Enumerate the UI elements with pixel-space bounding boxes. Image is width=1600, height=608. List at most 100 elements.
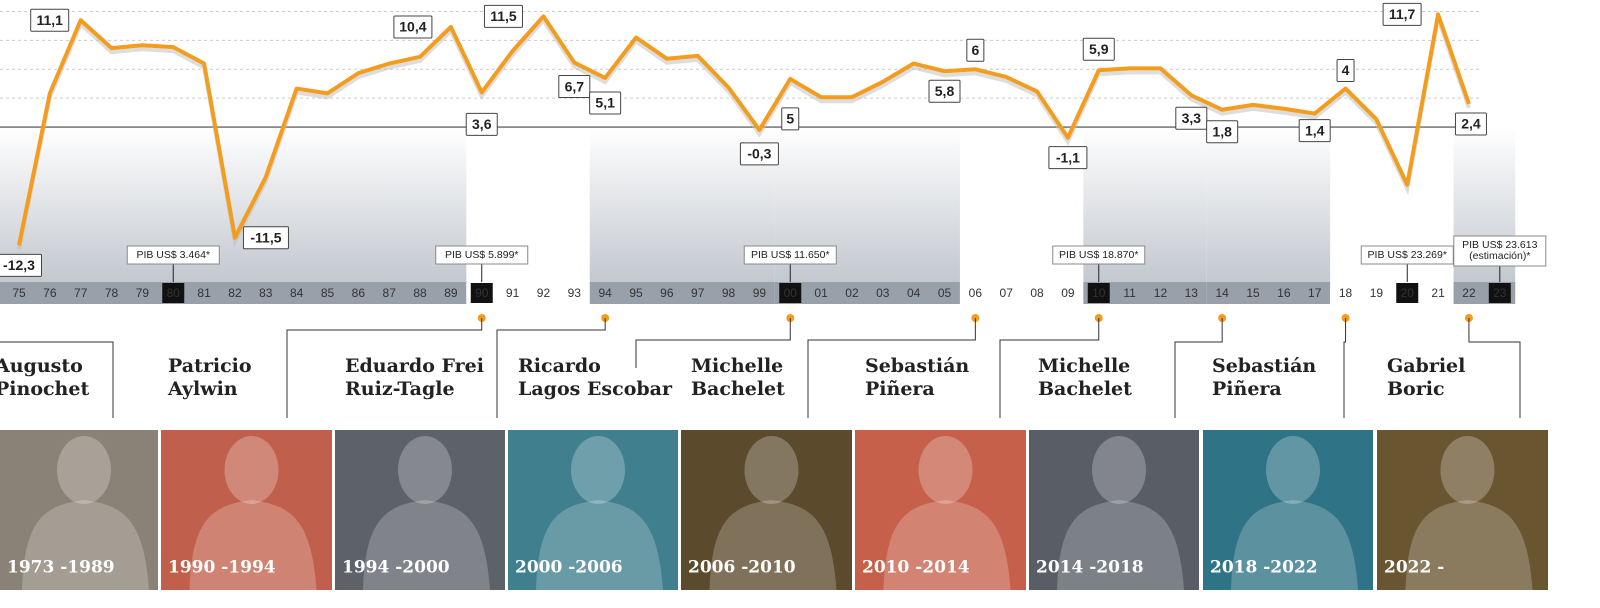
value-label: -11,5 xyxy=(250,229,281,245)
president-name: Patricio xyxy=(168,355,252,377)
photo-silhouette xyxy=(1057,500,1184,590)
x-tick-label: 80 xyxy=(167,286,181,300)
value-label-box xyxy=(1336,59,1355,83)
photo xyxy=(681,430,852,590)
president-name: Boric xyxy=(1387,378,1445,400)
photo xyxy=(1029,430,1199,590)
x-tick-label: 17 xyxy=(1308,286,1322,300)
axis-strip xyxy=(1206,282,1331,304)
x-tick-label: 00 xyxy=(784,286,798,300)
x-tick-label: 78 xyxy=(105,286,119,300)
president-term: 2000 -2006 xyxy=(515,558,623,578)
photo-head xyxy=(57,436,111,504)
year-highlight xyxy=(162,283,185,303)
connector xyxy=(1174,318,1223,418)
value-label: 1,8 xyxy=(1212,123,1232,139)
photo-silhouette xyxy=(363,500,490,590)
term-shade xyxy=(1206,127,1331,282)
x-tick-label: 92 xyxy=(537,286,551,300)
president-name: Lagos Escobar xyxy=(518,378,673,400)
photo-silhouette xyxy=(189,500,317,590)
annotation-text: PIB US$ 18.870* xyxy=(1059,249,1138,261)
x-tick-label: 14 xyxy=(1215,286,1229,300)
x-tick-label: 02 xyxy=(845,286,859,300)
connector xyxy=(0,341,114,418)
axis-strip xyxy=(589,282,775,304)
photo-silhouette xyxy=(22,500,149,590)
annotation-box xyxy=(1360,245,1454,265)
president-term: 2010 -2014 xyxy=(862,558,970,578)
value-label-box xyxy=(739,142,779,166)
x-tick-label: 04 xyxy=(907,286,921,300)
value-label: 6,7 xyxy=(565,78,585,94)
annotation-text: PIB US$ 23.269* xyxy=(1368,249,1447,261)
x-tick-label: 01 xyxy=(814,286,828,300)
connector xyxy=(496,318,606,418)
value-label-box xyxy=(393,15,433,39)
value-label-box xyxy=(1048,146,1088,170)
connector xyxy=(1343,318,1347,418)
photo xyxy=(855,430,1026,590)
x-tick-label: 11 xyxy=(1123,286,1136,300)
annotation-text: PIB US$ 11.650* xyxy=(751,249,830,261)
axis-strip xyxy=(0,282,467,304)
axis-strip xyxy=(959,282,1084,304)
x-tick-label: 22 xyxy=(1462,286,1476,300)
annotation-box xyxy=(1453,235,1547,267)
x-tick-label: 03 xyxy=(876,286,890,300)
president-name: Ricardo xyxy=(518,355,601,377)
value-label-box xyxy=(781,107,800,131)
annotation-text: (estimación)* xyxy=(1469,250,1530,262)
value-label-box xyxy=(558,75,591,99)
value-label: 6 xyxy=(971,42,979,58)
x-tick-label: 10 xyxy=(1092,286,1106,300)
president-term: 1990 -1994 xyxy=(168,558,276,578)
value-label-box xyxy=(1206,120,1239,144)
annotation-box xyxy=(1052,245,1146,265)
x-tick-label: 99 xyxy=(753,286,767,300)
president-name: Bachelet xyxy=(1038,378,1132,400)
value-label-box xyxy=(1175,106,1208,130)
x-tick-label: 89 xyxy=(444,286,458,300)
president-term: 2014 -2018 xyxy=(1036,558,1144,578)
year-highlight xyxy=(1087,283,1110,303)
annotation-text: PIB US$ 3.464* xyxy=(136,249,210,261)
annotation-box xyxy=(743,245,837,265)
president-term: 1994 -2000 xyxy=(342,558,450,578)
president-term: 1973 -1989 xyxy=(7,558,115,578)
value-label-box xyxy=(30,8,70,32)
photo-head xyxy=(398,436,452,504)
president-name: Aylwin xyxy=(167,378,238,400)
x-tick-label: 06 xyxy=(969,286,983,300)
x-tick-label: 23 xyxy=(1493,286,1507,300)
x-tick-label: 90 xyxy=(475,286,489,300)
president-name: Bachelet xyxy=(691,378,785,400)
value-label-box xyxy=(0,253,42,277)
photo-head xyxy=(571,436,625,504)
connector xyxy=(1468,318,1521,418)
series-line xyxy=(17,12,1471,246)
value-label: 11,5 xyxy=(490,8,517,24)
connector xyxy=(807,318,976,418)
photo xyxy=(0,430,158,590)
photo-silhouette xyxy=(883,500,1011,590)
axis-strip xyxy=(774,282,960,304)
connector xyxy=(286,318,483,418)
x-tick-label: 08 xyxy=(1030,286,1044,300)
president-term: 2018 -2022 xyxy=(1210,558,1318,578)
x-tick-label: 19 xyxy=(1370,286,1384,300)
term-shade xyxy=(0,127,467,282)
x-tick-label: 96 xyxy=(660,286,674,300)
value-label: 2,4 xyxy=(1461,116,1481,132)
x-tick-label: 12 xyxy=(1154,286,1168,300)
annotation-box xyxy=(126,245,220,265)
value-label-box xyxy=(966,38,985,62)
president-name: Eduardo Frei xyxy=(345,355,484,377)
photo-head xyxy=(1440,436,1495,504)
value-label: 3,6 xyxy=(472,116,492,132)
x-tick-label: 79 xyxy=(136,286,150,300)
x-tick-label: 18 xyxy=(1339,286,1353,300)
photo-head xyxy=(918,436,973,504)
photo xyxy=(1377,430,1548,590)
